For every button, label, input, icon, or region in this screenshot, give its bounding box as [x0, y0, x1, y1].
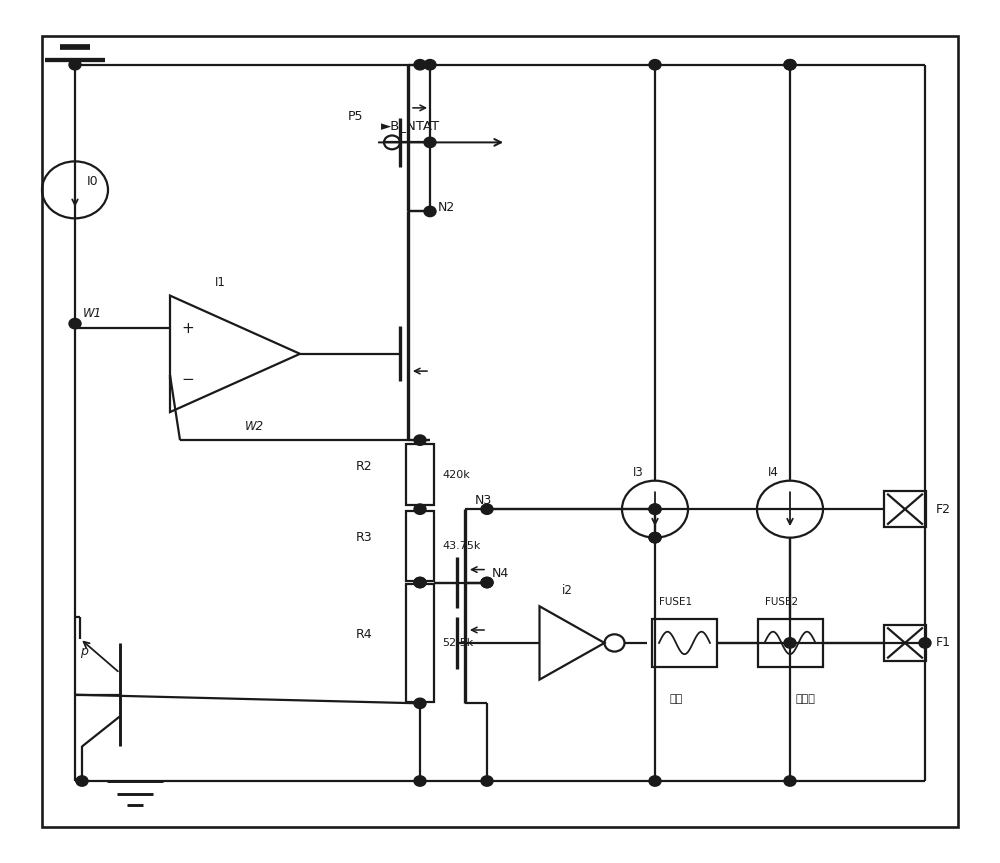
- Bar: [884, 625, 926, 661]
- Text: I4: I4: [768, 465, 779, 479]
- Circle shape: [414, 435, 426, 445]
- Circle shape: [424, 137, 436, 148]
- Text: FUSE1: FUSE1: [660, 596, 693, 607]
- Text: I1: I1: [215, 276, 226, 289]
- Circle shape: [481, 504, 493, 514]
- Text: I3: I3: [633, 465, 644, 479]
- Text: 420k: 420k: [442, 469, 470, 480]
- Circle shape: [414, 776, 426, 786]
- Circle shape: [414, 60, 426, 70]
- Circle shape: [649, 776, 661, 786]
- Text: p: p: [80, 645, 88, 658]
- Text: R4: R4: [356, 627, 373, 641]
- Circle shape: [481, 577, 493, 588]
- Circle shape: [649, 504, 661, 514]
- Circle shape: [649, 504, 661, 514]
- Bar: [406, 444, 434, 505]
- Text: 52.5k: 52.5k: [442, 638, 473, 648]
- Circle shape: [69, 60, 81, 70]
- Circle shape: [424, 206, 436, 217]
- Text: N4: N4: [492, 567, 509, 581]
- Circle shape: [414, 504, 426, 514]
- Text: 43.75k: 43.75k: [442, 541, 480, 551]
- Circle shape: [414, 577, 426, 588]
- Text: R2: R2: [356, 459, 373, 473]
- Text: N3: N3: [475, 494, 492, 507]
- Text: I0: I0: [87, 174, 99, 188]
- Bar: [884, 491, 926, 527]
- Bar: [406, 584, 434, 702]
- Text: 熔断: 熔断: [670, 694, 683, 704]
- Circle shape: [424, 60, 436, 70]
- Text: R3: R3: [356, 531, 373, 544]
- Text: −: −: [182, 372, 194, 387]
- Text: F1: F1: [936, 636, 951, 650]
- Text: N2: N2: [438, 200, 455, 214]
- Circle shape: [784, 638, 796, 648]
- Text: 非熔断: 非熔断: [795, 694, 815, 704]
- Bar: [406, 511, 434, 581]
- Text: W1: W1: [83, 306, 102, 320]
- Circle shape: [414, 577, 426, 588]
- Bar: [652, 620, 717, 666]
- Circle shape: [76, 776, 88, 786]
- Circle shape: [919, 638, 931, 648]
- Circle shape: [649, 532, 661, 543]
- Text: ►B_NTAT: ►B_NTAT: [381, 118, 440, 132]
- Text: +: +: [182, 321, 194, 336]
- Circle shape: [649, 60, 661, 70]
- Circle shape: [784, 776, 796, 786]
- Text: F2: F2: [936, 502, 951, 516]
- Circle shape: [784, 60, 796, 70]
- Text: P5: P5: [348, 110, 364, 123]
- Circle shape: [481, 577, 493, 588]
- Text: FUSE2: FUSE2: [765, 596, 798, 607]
- Circle shape: [414, 698, 426, 709]
- Circle shape: [649, 532, 661, 543]
- Text: W2: W2: [245, 420, 264, 433]
- Circle shape: [481, 776, 493, 786]
- Bar: [758, 620, 822, 666]
- Circle shape: [784, 60, 796, 70]
- Circle shape: [69, 318, 81, 329]
- Text: i2: i2: [562, 584, 573, 597]
